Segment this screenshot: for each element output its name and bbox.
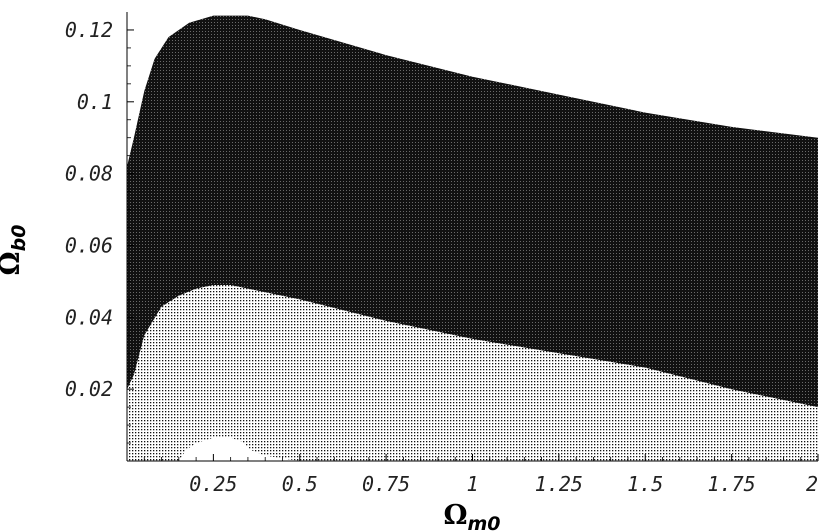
y-tick-label: 0.06 — [65, 233, 113, 257]
y-tick-label: 0.02 — [65, 377, 113, 401]
x-tick-label: 1.25 — [535, 472, 583, 496]
x-tick-label: 1.5 — [627, 472, 663, 496]
y-tick-label: 0.04 — [65, 305, 113, 329]
shaded-regions — [127, 15, 818, 461]
x-tick-label: 0.25 — [189, 472, 237, 496]
y-tick-label: 0.1 — [77, 90, 113, 114]
y-axis-title: Ωb0 — [0, 225, 30, 276]
region-3 — [178, 437, 300, 461]
y-axis-ticks: 0.02 0.04 0.06 0.08 0.1 0.12 — [65, 18, 134, 444]
x-axis-ticks: 0.25 0.5 0.75 1 1.25 1.5 1.75 2 — [143, 454, 819, 496]
x-axis-title: Ωm0 — [443, 500, 500, 531]
y-tick-label: 0.12 — [65, 18, 113, 42]
y-tick-label: 0.08 — [65, 162, 113, 186]
x-tick-label: 1.75 — [708, 472, 756, 496]
x-tick-label: 1 — [466, 472, 478, 496]
region-2 — [127, 285, 818, 461]
x-tick-label: 0.75 — [362, 472, 410, 496]
x-tick-label: 2 — [806, 472, 818, 496]
x-tick-label: 0.5 — [282, 472, 318, 496]
